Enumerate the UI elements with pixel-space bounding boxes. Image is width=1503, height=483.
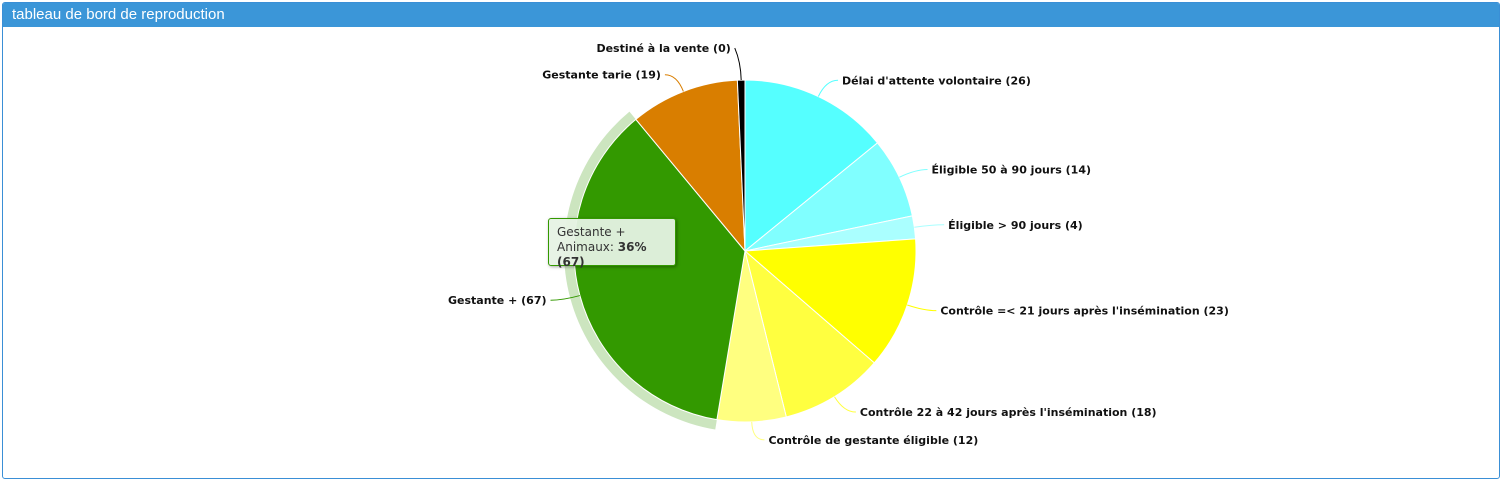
pie-slice[interactable] xyxy=(744,79,879,253)
slice-label: Gestante + (67) xyxy=(448,294,547,307)
pie-slice[interactable] xyxy=(573,118,746,421)
pie-slice[interactable] xyxy=(743,238,917,364)
slice-connector xyxy=(914,224,945,228)
tooltip-value: (67) xyxy=(557,255,585,269)
slice-connector xyxy=(899,169,928,178)
slice-label: Éligible 50 à 90 jours (14) xyxy=(932,164,1091,177)
slice-connector xyxy=(751,421,765,441)
slice-connector xyxy=(734,47,742,81)
slice-connector xyxy=(550,295,581,301)
slice-label: Délai d'attente volontaire (26) xyxy=(842,74,1031,87)
slice-connector xyxy=(907,304,937,312)
slice-label: Destiné à la vente (0) xyxy=(596,42,730,55)
slice-connector xyxy=(834,396,856,413)
slice-connector xyxy=(664,74,684,92)
slice-label: Contrôle =< 21 jours après l'inséminatio… xyxy=(940,305,1229,318)
pie-slice[interactable] xyxy=(744,249,876,418)
panel-title: tableau de bord de reproduction xyxy=(3,3,1499,27)
pie-slice[interactable] xyxy=(635,79,746,253)
slice-connector xyxy=(817,79,839,97)
chart-tooltip: Gestante + Animaux: 36% (67) xyxy=(548,218,676,269)
tooltip-category: Gestante + xyxy=(557,225,626,239)
slice-label: Gestante tarie (19) xyxy=(542,69,661,82)
pie-slice[interactable] xyxy=(736,79,746,252)
tooltip-series: Animaux xyxy=(557,240,610,254)
pie-chart: Délai d'attente volontaire (26) Éligible … xyxy=(448,42,1229,447)
slice-label: Éligible > 90 jours (4) xyxy=(948,219,1083,232)
pie-chart-area: Délai d'attente volontaire (26) Éligible … xyxy=(3,28,1499,478)
slice-label: Contrôle de gestante éligible (12) xyxy=(768,434,978,447)
slice-label: Contrôle 22 à 42 jours après l'inséminat… xyxy=(860,406,1157,419)
tooltip-percent: 36% xyxy=(617,240,647,254)
